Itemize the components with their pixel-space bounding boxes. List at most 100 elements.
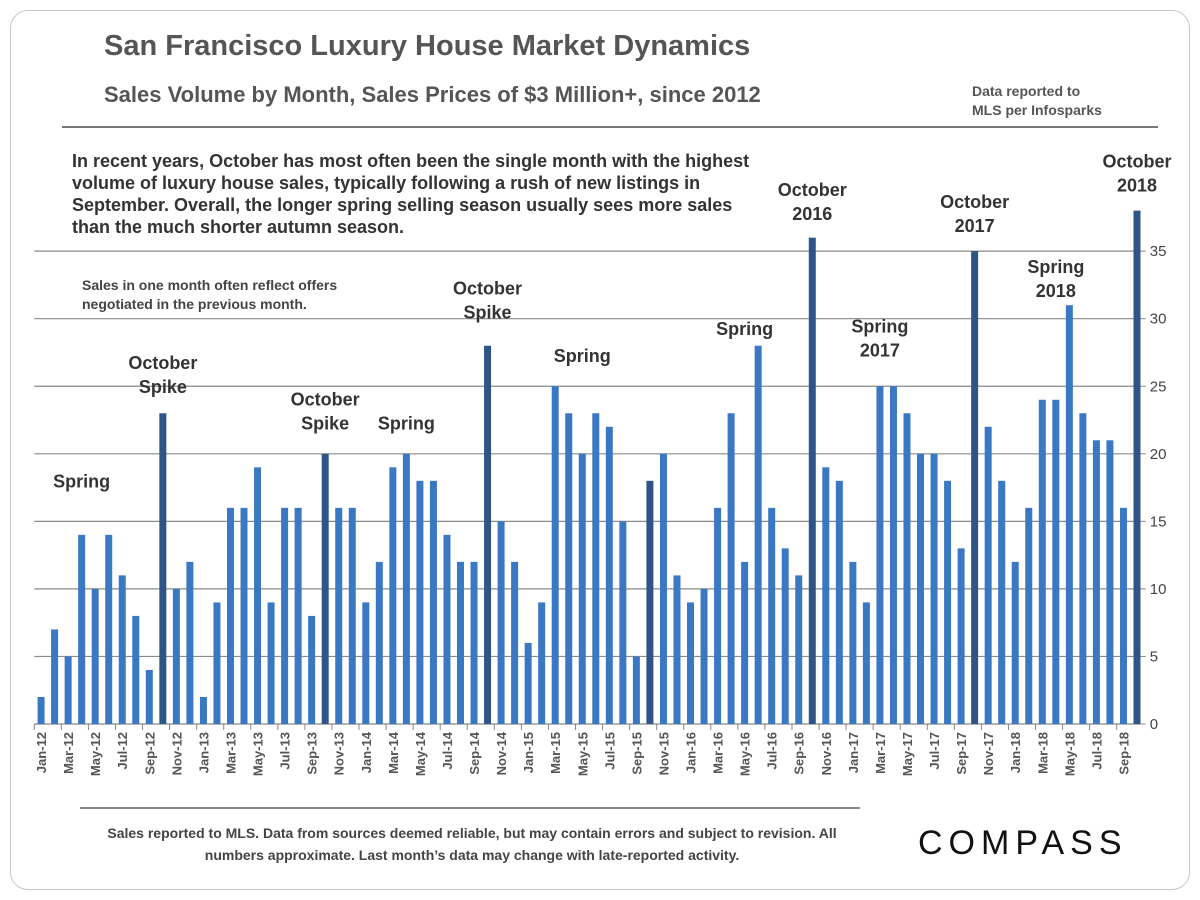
footer-disclaimer: Sales reported to MLS. Data from sources…: [107, 825, 837, 863]
bar-Aug-12: [132, 615, 140, 724]
bar-May-13: [254, 467, 262, 724]
bar-Jan-17: [849, 561, 857, 724]
bar-Jul-16: [768, 507, 776, 724]
y-tick-label: 20: [1150, 446, 1167, 463]
bar-Jun-17: [917, 453, 925, 724]
x-tick-label: Sep-15: [629, 732, 644, 775]
annotation-label: October 2017: [940, 192, 1009, 236]
x-tick-label: Nov-16: [819, 732, 834, 775]
bar-Dec-17: [998, 480, 1006, 724]
slide-frame: [10, 10, 1190, 890]
x-tick-label: Sep-13: [305, 732, 320, 775]
bar-Jun-13: [267, 602, 275, 724]
bar-Oct-16: [808, 237, 816, 724]
x-tick-label: Nov-14: [494, 731, 509, 775]
bar-Jan-14: [362, 602, 370, 724]
bar-May-16: [741, 561, 749, 724]
x-tick-label: Jan-12: [34, 732, 49, 773]
bar-Oct-17: [971, 251, 979, 724]
x-tick-label: May-12: [88, 732, 103, 776]
bar-Jun-16: [754, 345, 762, 724]
annotation-label: October Spike: [128, 353, 197, 397]
annotation-line: Spring: [851, 317, 908, 337]
bar-Nov-15: [659, 453, 667, 724]
bar-Dec-12: [186, 561, 194, 724]
bar-Jun-14: [429, 480, 437, 724]
y-tick-label: 0: [1150, 716, 1158, 733]
bar-Sep-13: [308, 615, 316, 724]
x-tick-label: May-16: [738, 732, 753, 776]
bar-Jan-18: [1011, 561, 1019, 724]
bar-Nov-16: [822, 467, 830, 724]
bar-Feb-12: [51, 629, 59, 724]
x-tick-label: Mar-12: [61, 732, 76, 774]
bar-May-12: [91, 588, 99, 724]
annotation-line: October: [1102, 152, 1171, 172]
x-tick-label: May-15: [575, 732, 590, 776]
bar-Jun-12: [105, 534, 113, 724]
bar-Oct-14: [484, 345, 492, 724]
x-tick-label: May-13: [251, 732, 266, 776]
chart-subtitle: Sales Volume by Month, Sales Prices of $…: [104, 82, 761, 107]
bar-May-18: [1065, 305, 1073, 724]
x-tick-label: Jul-16: [765, 732, 780, 770]
bar-Sep-14: [470, 561, 478, 724]
source-line-1: Data reported to: [972, 83, 1081, 99]
x-tick-label: Nov-15: [656, 732, 671, 775]
x-tick-label: Mar-14: [386, 731, 401, 774]
bar-Oct-12: [159, 413, 167, 724]
bar-Jan-15: [524, 642, 532, 724]
x-tick-label: May-14: [413, 731, 428, 776]
annotation-line: Spring: [554, 346, 611, 366]
bar-Nov-12: [172, 588, 180, 724]
x-tick-label: Mar-18: [1035, 732, 1050, 774]
bar-Jul-15: [605, 426, 613, 724]
bar-Sep-17: [957, 548, 965, 724]
bar-Jul-14: [443, 534, 451, 724]
bar-Mar-16: [714, 507, 722, 724]
y-tick-label: 10: [1150, 581, 1167, 598]
bar-Mar-13: [226, 507, 234, 724]
bar-Apr-18: [1052, 399, 1060, 724]
bar-Nov-17: [984, 426, 992, 724]
annotation-label: Spring: [53, 472, 110, 492]
bar-Feb-13: [213, 602, 221, 724]
annotation-label: Spring: [378, 413, 435, 433]
annotation-line: 2018: [1036, 281, 1076, 301]
annotation-label: Spring 2017: [851, 317, 908, 361]
x-tick-label: Mar-15: [548, 732, 563, 774]
x-tick-label: Sep-14: [467, 731, 482, 774]
x-tick-label: May-18: [1062, 732, 1077, 776]
bar-May-15: [578, 453, 586, 724]
annotation-line: 2017: [860, 341, 900, 361]
x-tick-label: Jan-17: [846, 732, 861, 773]
bar-Apr-13: [240, 507, 248, 724]
bar-Jan-12: [37, 696, 45, 724]
x-tick-label: Mar-16: [711, 732, 726, 774]
x-tick-label: Jan-16: [684, 732, 699, 773]
bar-Aug-13: [294, 507, 302, 724]
annotation-line: October: [778, 180, 847, 200]
annotation-label: October 2016: [778, 180, 847, 224]
header-divider: [62, 126, 1158, 128]
x-tick-label: Sep-18: [1116, 732, 1131, 775]
bar-Apr-14: [402, 453, 410, 724]
x-tick-label: Jan-13: [196, 732, 211, 773]
annotation-label: Spring: [554, 346, 611, 366]
note-text: Sales in one month often reflect offers …: [82, 277, 338, 312]
x-tick-label: Jan-15: [521, 732, 536, 773]
bar-Aug-16: [781, 548, 789, 724]
annotation-line: Spring: [1027, 257, 1084, 277]
annotation-line: 2017: [955, 216, 995, 236]
y-tick-label: 30: [1150, 311, 1167, 328]
x-tick-label: Jul-13: [278, 732, 293, 770]
annotation-line: Spike: [464, 303, 512, 323]
x-tick-label: Jul-14: [440, 731, 455, 769]
y-tick-label: 5: [1150, 648, 1158, 665]
annotation-line: October: [940, 192, 1009, 212]
annotation-line: Spring: [716, 319, 773, 339]
annotation-label: Spring 2018: [1027, 257, 1084, 301]
bar-Mar-18: [1038, 399, 1046, 724]
bar-Feb-18: [1025, 507, 1033, 724]
